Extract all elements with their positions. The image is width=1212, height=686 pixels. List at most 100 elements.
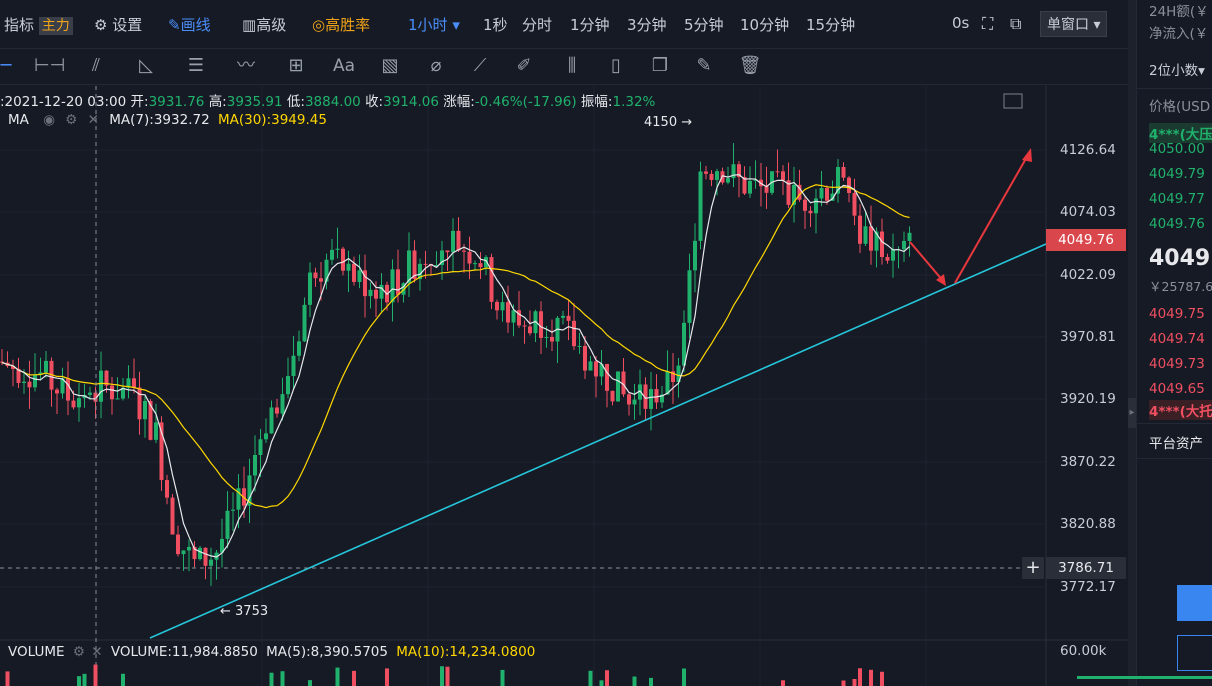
large-ask-label: 4***(大压 <box>1149 123 1212 143</box>
measure-icon[interactable]: ⊞ <box>288 55 304 76</box>
indicator-button[interactable]: 指标 主力 <box>4 14 73 35</box>
candle-body <box>280 394 285 414</box>
lock-icon[interactable]: ▯ <box>611 55 621 76</box>
close-icon[interactable]: ✕ <box>91 644 103 660</box>
candle-body <box>126 378 131 388</box>
candle-body <box>44 360 48 373</box>
advanced-button[interactable]: ▥高级 <box>242 16 287 34</box>
candle-body <box>60 378 65 394</box>
gear-icon: ⚙ <box>94 16 108 34</box>
eraser-icon[interactable]: ⟋ <box>473 55 487 76</box>
timeframe-1s[interactable]: 1秒 <box>483 16 508 34</box>
ma-title: MA <box>8 112 29 128</box>
volume-bar <box>335 667 340 686</box>
timeframe-15m[interactable]: 15分钟 <box>806 16 856 34</box>
candle-body <box>181 550 186 555</box>
close-icon[interactable]: ✕ <box>87 112 99 128</box>
ma30-line <box>1 184 910 509</box>
volume-bar <box>121 673 125 686</box>
timeframe-1h[interactable]: 1小时 ▾ <box>408 16 460 34</box>
candle-body <box>632 399 637 405</box>
ask-price[interactable]: 4049.77 <box>1149 191 1205 207</box>
eye-icon[interactable]: ◉ <box>43 112 55 128</box>
buy-button[interactable] <box>1177 585 1212 621</box>
ask-price[interactable]: 4050.00 <box>1149 141 1205 157</box>
candle-body <box>803 199 807 211</box>
window-mode-select[interactable]: 单窗口 ▾ <box>1040 11 1108 37</box>
candle-body <box>363 270 367 297</box>
timeframe-1m[interactable]: 1分钟 <box>570 16 610 34</box>
candle-body <box>104 370 109 386</box>
cursor-tool-icon[interactable]: ─ <box>0 55 12 76</box>
candle-body <box>676 365 681 383</box>
candle-body <box>88 392 92 395</box>
candle-body <box>484 257 488 268</box>
settings-button[interactable]: ⚙ 设置 <box>94 16 143 34</box>
candle-body <box>368 289 373 297</box>
candle-time: :2021-12-20 03:00 <box>0 94 127 110</box>
volume-bar <box>77 676 81 686</box>
ask-price[interactable]: 4049.76 <box>1149 216 1205 232</box>
copy-icon[interactable]: ❐ <box>651 55 669 76</box>
collapse-arrow-icon[interactable]: ▸ <box>1128 398 1136 428</box>
ruler-icon[interactable]: ▧ <box>381 55 399 76</box>
candle-body <box>396 269 400 295</box>
popout-icon[interactable]: ⧉ <box>1010 14 1022 33</box>
candle-body <box>33 374 37 388</box>
down-arrow-head <box>936 274 946 286</box>
candle-body <box>121 387 125 399</box>
candle-body <box>346 263 351 271</box>
bid-price[interactable]: 4049.73 <box>1149 356 1205 372</box>
candle-body <box>731 164 736 179</box>
sell-button[interactable] <box>1177 635 1212 671</box>
trash-icon[interactable]: 🗑 <box>738 55 762 76</box>
parallel-channel-icon[interactable]: ⫽ <box>91 55 101 76</box>
brush-icon[interactable]: ✐ <box>516 55 532 76</box>
fib-lines-icon[interactable]: ☰ <box>187 55 205 76</box>
price-axis-label: 3920.19 <box>1060 391 1116 407</box>
candle-body <box>764 186 769 193</box>
candle-body <box>467 251 472 264</box>
edit-icon[interactable]: ✎ <box>696 55 712 76</box>
text-tool-icon[interactable]: Aa <box>332 56 356 76</box>
candlestick-chart[interactable]: 4150 → ← 3753 <box>0 86 1128 686</box>
candle-body <box>858 215 862 244</box>
price-axis-label: 4126.64 <box>1060 142 1116 158</box>
decimals-select[interactable]: 2位小数▾ <box>1149 63 1205 79</box>
candle-body <box>313 272 318 279</box>
candle-body <box>165 480 169 498</box>
candles-icon[interactable]: ⫼ <box>567 55 577 76</box>
volume-ma10-value: MA(10):14,234.0800 <box>396 644 536 660</box>
gear-icon[interactable]: ⚙ <box>65 112 78 128</box>
last-price-cny: ￥25787.6 <box>1149 279 1212 294</box>
draw-button[interactable]: ✎画线 <box>168 16 211 34</box>
candle-body <box>27 381 32 388</box>
volume-legend: VOLUME ⚙ ✕ VOLUME:11,984.8850 MA(5):8,39… <box>8 644 535 660</box>
candle-body <box>863 226 868 244</box>
triangle-icon[interactable]: ◺ <box>139 55 153 76</box>
gear-icon[interactable]: ⚙ <box>72 644 85 660</box>
bid-price[interactable]: 4049.75 <box>1149 306 1205 322</box>
timeframe-3m[interactable]: 3分钟 <box>627 16 667 34</box>
platform-assets-tab[interactable]: 平台资产 <box>1149 436 1203 452</box>
magnet-icon[interactable]: ⌀ <box>430 55 442 76</box>
candle-body <box>506 302 510 323</box>
timeframe-realtime[interactable]: 分时 <box>522 16 553 34</box>
candle-body <box>297 341 301 356</box>
timeframe-5m[interactable]: 5分钟 <box>684 16 724 34</box>
horizontal-segment-icon[interactable]: ⊢⊣ <box>34 55 66 76</box>
fullscreen-icon[interactable]: ⛶ <box>982 14 994 33</box>
candle-body <box>715 171 719 180</box>
wave-icon[interactable]: 〰 <box>237 55 255 76</box>
win-rate-button[interactable]: ◎高胜率 <box>312 16 371 34</box>
bid-price[interactable]: 4049.65 <box>1149 381 1205 397</box>
panel-divider[interactable]: ▸ <box>1128 0 1136 686</box>
bid-price[interactable]: 4049.74 <box>1149 331 1205 347</box>
volume-ma5-value: MA(5):8,390.5705 <box>266 644 388 660</box>
volume-bar <box>869 669 873 686</box>
timeframe-10m[interactable]: 10分钟 <box>740 16 790 34</box>
ask-price[interactable]: 4049.79 <box>1149 166 1205 182</box>
add-alert-button[interactable]: + <box>1022 557 1044 579</box>
volume-bar <box>682 668 686 686</box>
caret-down-icon: ▾ <box>452 16 460 34</box>
